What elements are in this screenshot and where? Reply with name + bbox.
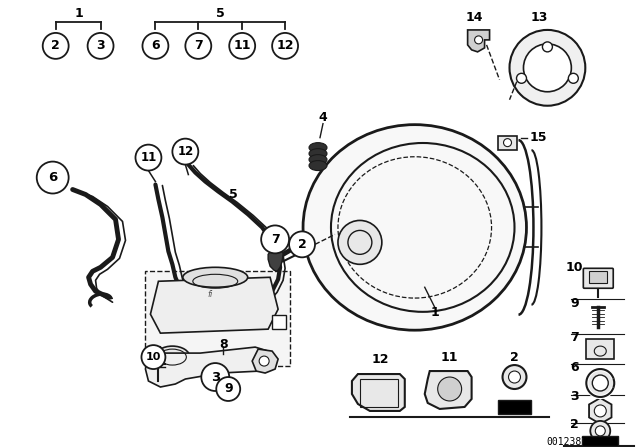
Circle shape [509,30,586,106]
Polygon shape [268,242,283,271]
Circle shape [186,33,211,59]
Circle shape [509,371,520,383]
Text: fi: fi [207,290,213,299]
Text: 2: 2 [570,418,579,431]
Ellipse shape [309,155,327,164]
Text: 9: 9 [224,383,232,396]
Text: 12: 12 [276,39,294,52]
Ellipse shape [183,267,248,287]
Bar [272,315,286,329]
Circle shape [516,73,527,83]
Polygon shape [352,374,404,411]
Circle shape [595,426,605,436]
Text: 8: 8 [219,338,228,351]
Text: 12: 12 [177,145,193,158]
Circle shape [136,145,161,171]
Text: 1: 1 [74,8,83,21]
Text: 15: 15 [529,131,547,144]
Text: 6: 6 [570,361,579,374]
Text: 9: 9 [570,297,579,310]
Text: 4: 4 [319,111,328,124]
FancyBboxPatch shape [583,268,613,288]
Circle shape [229,33,255,59]
Circle shape [272,33,298,59]
Text: 00123877: 00123877 [547,437,594,447]
Ellipse shape [303,125,527,330]
Circle shape [216,377,240,401]
Circle shape [438,377,461,401]
Circle shape [172,138,198,164]
Text: 6: 6 [48,171,58,184]
Polygon shape [252,349,278,373]
Text: 13: 13 [531,12,548,25]
FancyBboxPatch shape [145,271,290,366]
Text: 11: 11 [140,151,157,164]
Text: 11: 11 [441,351,458,364]
Circle shape [586,369,614,397]
Text: 2: 2 [51,39,60,52]
Text: 7: 7 [194,39,203,52]
Circle shape [568,73,579,83]
Text: 10: 10 [146,352,161,362]
Circle shape [261,225,289,254]
Text: 5: 5 [229,188,237,201]
Text: 2: 2 [298,238,307,251]
Text: 6: 6 [151,39,160,52]
Text: 12: 12 [371,353,388,366]
Circle shape [202,363,229,391]
Text: 10: 10 [566,261,583,274]
Circle shape [36,162,68,194]
Circle shape [595,405,606,417]
Bar [360,379,398,407]
Text: 3: 3 [211,370,220,383]
Text: 5: 5 [216,8,225,21]
Text: 14: 14 [466,12,483,25]
FancyBboxPatch shape [497,400,531,414]
Text: 7: 7 [570,331,579,344]
Ellipse shape [309,149,327,159]
Ellipse shape [309,142,327,153]
Circle shape [590,421,611,441]
Polygon shape [145,347,272,387]
FancyBboxPatch shape [586,339,614,359]
Ellipse shape [309,160,327,171]
Circle shape [289,232,315,257]
Circle shape [43,33,68,59]
Polygon shape [425,371,472,409]
Text: 3: 3 [96,39,105,52]
Circle shape [259,356,269,366]
Text: 2: 2 [510,351,519,364]
Circle shape [338,220,382,264]
FancyBboxPatch shape [589,271,607,283]
Text: 1: 1 [430,306,439,319]
Circle shape [543,42,552,52]
Circle shape [502,365,527,389]
Circle shape [143,33,168,59]
Circle shape [88,33,113,59]
Circle shape [475,36,483,44]
Polygon shape [589,398,611,424]
Text: 7: 7 [271,233,280,246]
Circle shape [592,375,608,391]
FancyBboxPatch shape [497,136,518,150]
Circle shape [141,345,165,369]
Polygon shape [150,277,278,333]
Bar [156,355,205,369]
FancyBboxPatch shape [582,436,618,446]
Text: 3: 3 [570,391,579,404]
Circle shape [504,138,511,146]
Circle shape [524,44,572,92]
Polygon shape [468,30,490,52]
Text: 11: 11 [234,39,251,52]
Ellipse shape [155,346,190,368]
